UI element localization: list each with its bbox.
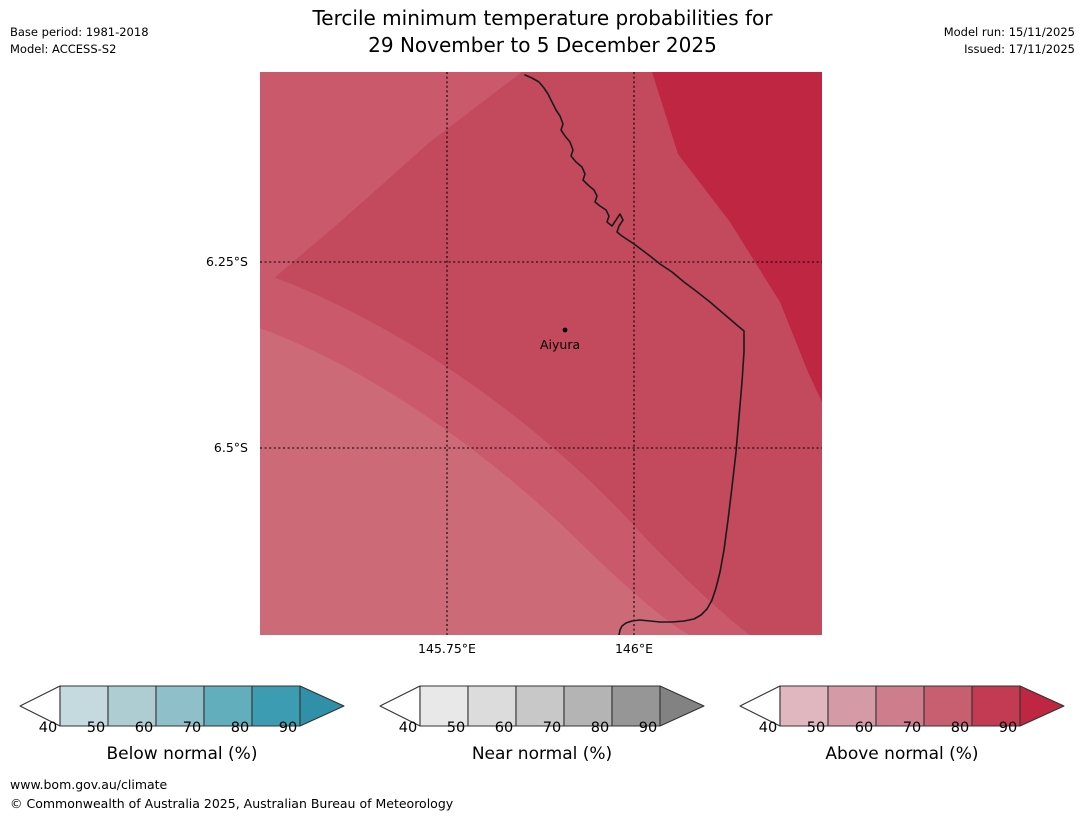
x-tick-label-146: 146°E	[614, 641, 653, 656]
contour-band-50-60	[260, 328, 690, 635]
cbar-near-band-4	[563, 685, 613, 727]
cbar-near-tick-70: 70	[542, 720, 562, 736]
issued-text: Issued: 17/11/2025	[964, 42, 1075, 56]
cbar-near-band-2	[467, 685, 517, 727]
cbar-below-band-1	[59, 685, 109, 727]
cbar-below-band-4	[203, 685, 253, 727]
cbar-above-tick-70: 70	[902, 720, 922, 736]
colorbar-above-normal	[732, 676, 1072, 736]
aiyura-label: Aiyura	[540, 337, 581, 352]
x-tick-label-145-75: 145.75°E	[418, 641, 476, 656]
cbar-below-title: Below normal (%)	[106, 744, 258, 764]
cbar-above-tick-60: 60	[854, 720, 874, 736]
cbar-above-tick-80: 80	[950, 720, 970, 736]
contour-band-80-90	[652, 72, 822, 402]
footer-copyright: © Commonwealth of Australia 2025, Austra…	[10, 796, 454, 811]
cbar-near-tick-60: 60	[494, 720, 514, 736]
cbar-below-tick-40: 40	[38, 720, 58, 736]
cbar-above-band-5	[971, 685, 1021, 727]
cbar-above-band-2	[827, 685, 877, 727]
colorbar-below-normal	[12, 676, 352, 736]
model-run-text: Model run: 15/11/2025	[943, 25, 1075, 39]
cbar-above-tick-40: 40	[758, 720, 778, 736]
footer-url[interactable]: www.bom.gov.au/climate	[10, 777, 168, 792]
cbar-near-tick-80: 80	[590, 720, 610, 736]
cbar-below-right-arrow	[299, 685, 345, 727]
cbar-below-band-3	[155, 685, 205, 727]
cbar-above-tick-90: 90	[998, 720, 1018, 736]
probability-map: Aiyura	[260, 72, 822, 635]
colorbar-near-normal	[372, 676, 712, 736]
header-left-meta: Base period: 1981-2018 Model: ACCESS-S2	[10, 24, 149, 58]
cbar-above-band-4	[923, 685, 973, 727]
cbar-near-band-1	[419, 685, 469, 727]
model-text: Model: ACCESS-S2	[10, 42, 117, 56]
cbar-near-right-arrow	[659, 685, 705, 727]
cbar-above-title: Above normal (%)	[825, 744, 979, 764]
cbar-below-band-5	[251, 685, 301, 727]
footer: www.bom.gov.au/climate © Commonwealth of…	[10, 775, 453, 813]
cbar-above-right-arrow	[1019, 685, 1065, 727]
y-tick-label-6-25: 6.25°S	[205, 254, 248, 269]
title-line-2: 29 November to 5 December 2025	[368, 33, 717, 57]
cbar-below-tick-80: 80	[230, 720, 250, 736]
cbar-near-tick-90: 90	[638, 720, 658, 736]
cbar-near-title: Near normal (%)	[471, 744, 613, 764]
contour-band-60-70-lower	[260, 272, 750, 635]
cbar-near-tick-40: 40	[398, 720, 418, 736]
header-right-meta: Model run: 15/11/2025 Issued: 17/11/2025	[944, 24, 1075, 58]
contour-band-60-70-upper	[260, 72, 522, 290]
cbar-below-tick-70: 70	[182, 720, 202, 736]
cbar-above-tick-50: 50	[806, 720, 826, 736]
cbar-above-band-1	[779, 685, 829, 727]
cbar-below-tick-60: 60	[134, 720, 154, 736]
base-period-text: Base period: 1981-2018	[10, 25, 149, 39]
coastline-border	[524, 74, 745, 635]
y-tick-label-6-5: 6.5°S	[213, 440, 248, 455]
cbar-below-tick-50: 50	[86, 720, 106, 736]
title-line-1: Tercile minimum temperature probabilitie…	[312, 6, 773, 30]
cbar-near-band-3	[515, 685, 565, 727]
aiyura-point-marker	[562, 327, 568, 333]
cbar-near-tick-50: 50	[446, 720, 466, 736]
cbar-below-tick-90: 90	[278, 720, 298, 736]
page-title: Tercile minimum temperature probabilitie…	[0, 5, 1085, 59]
